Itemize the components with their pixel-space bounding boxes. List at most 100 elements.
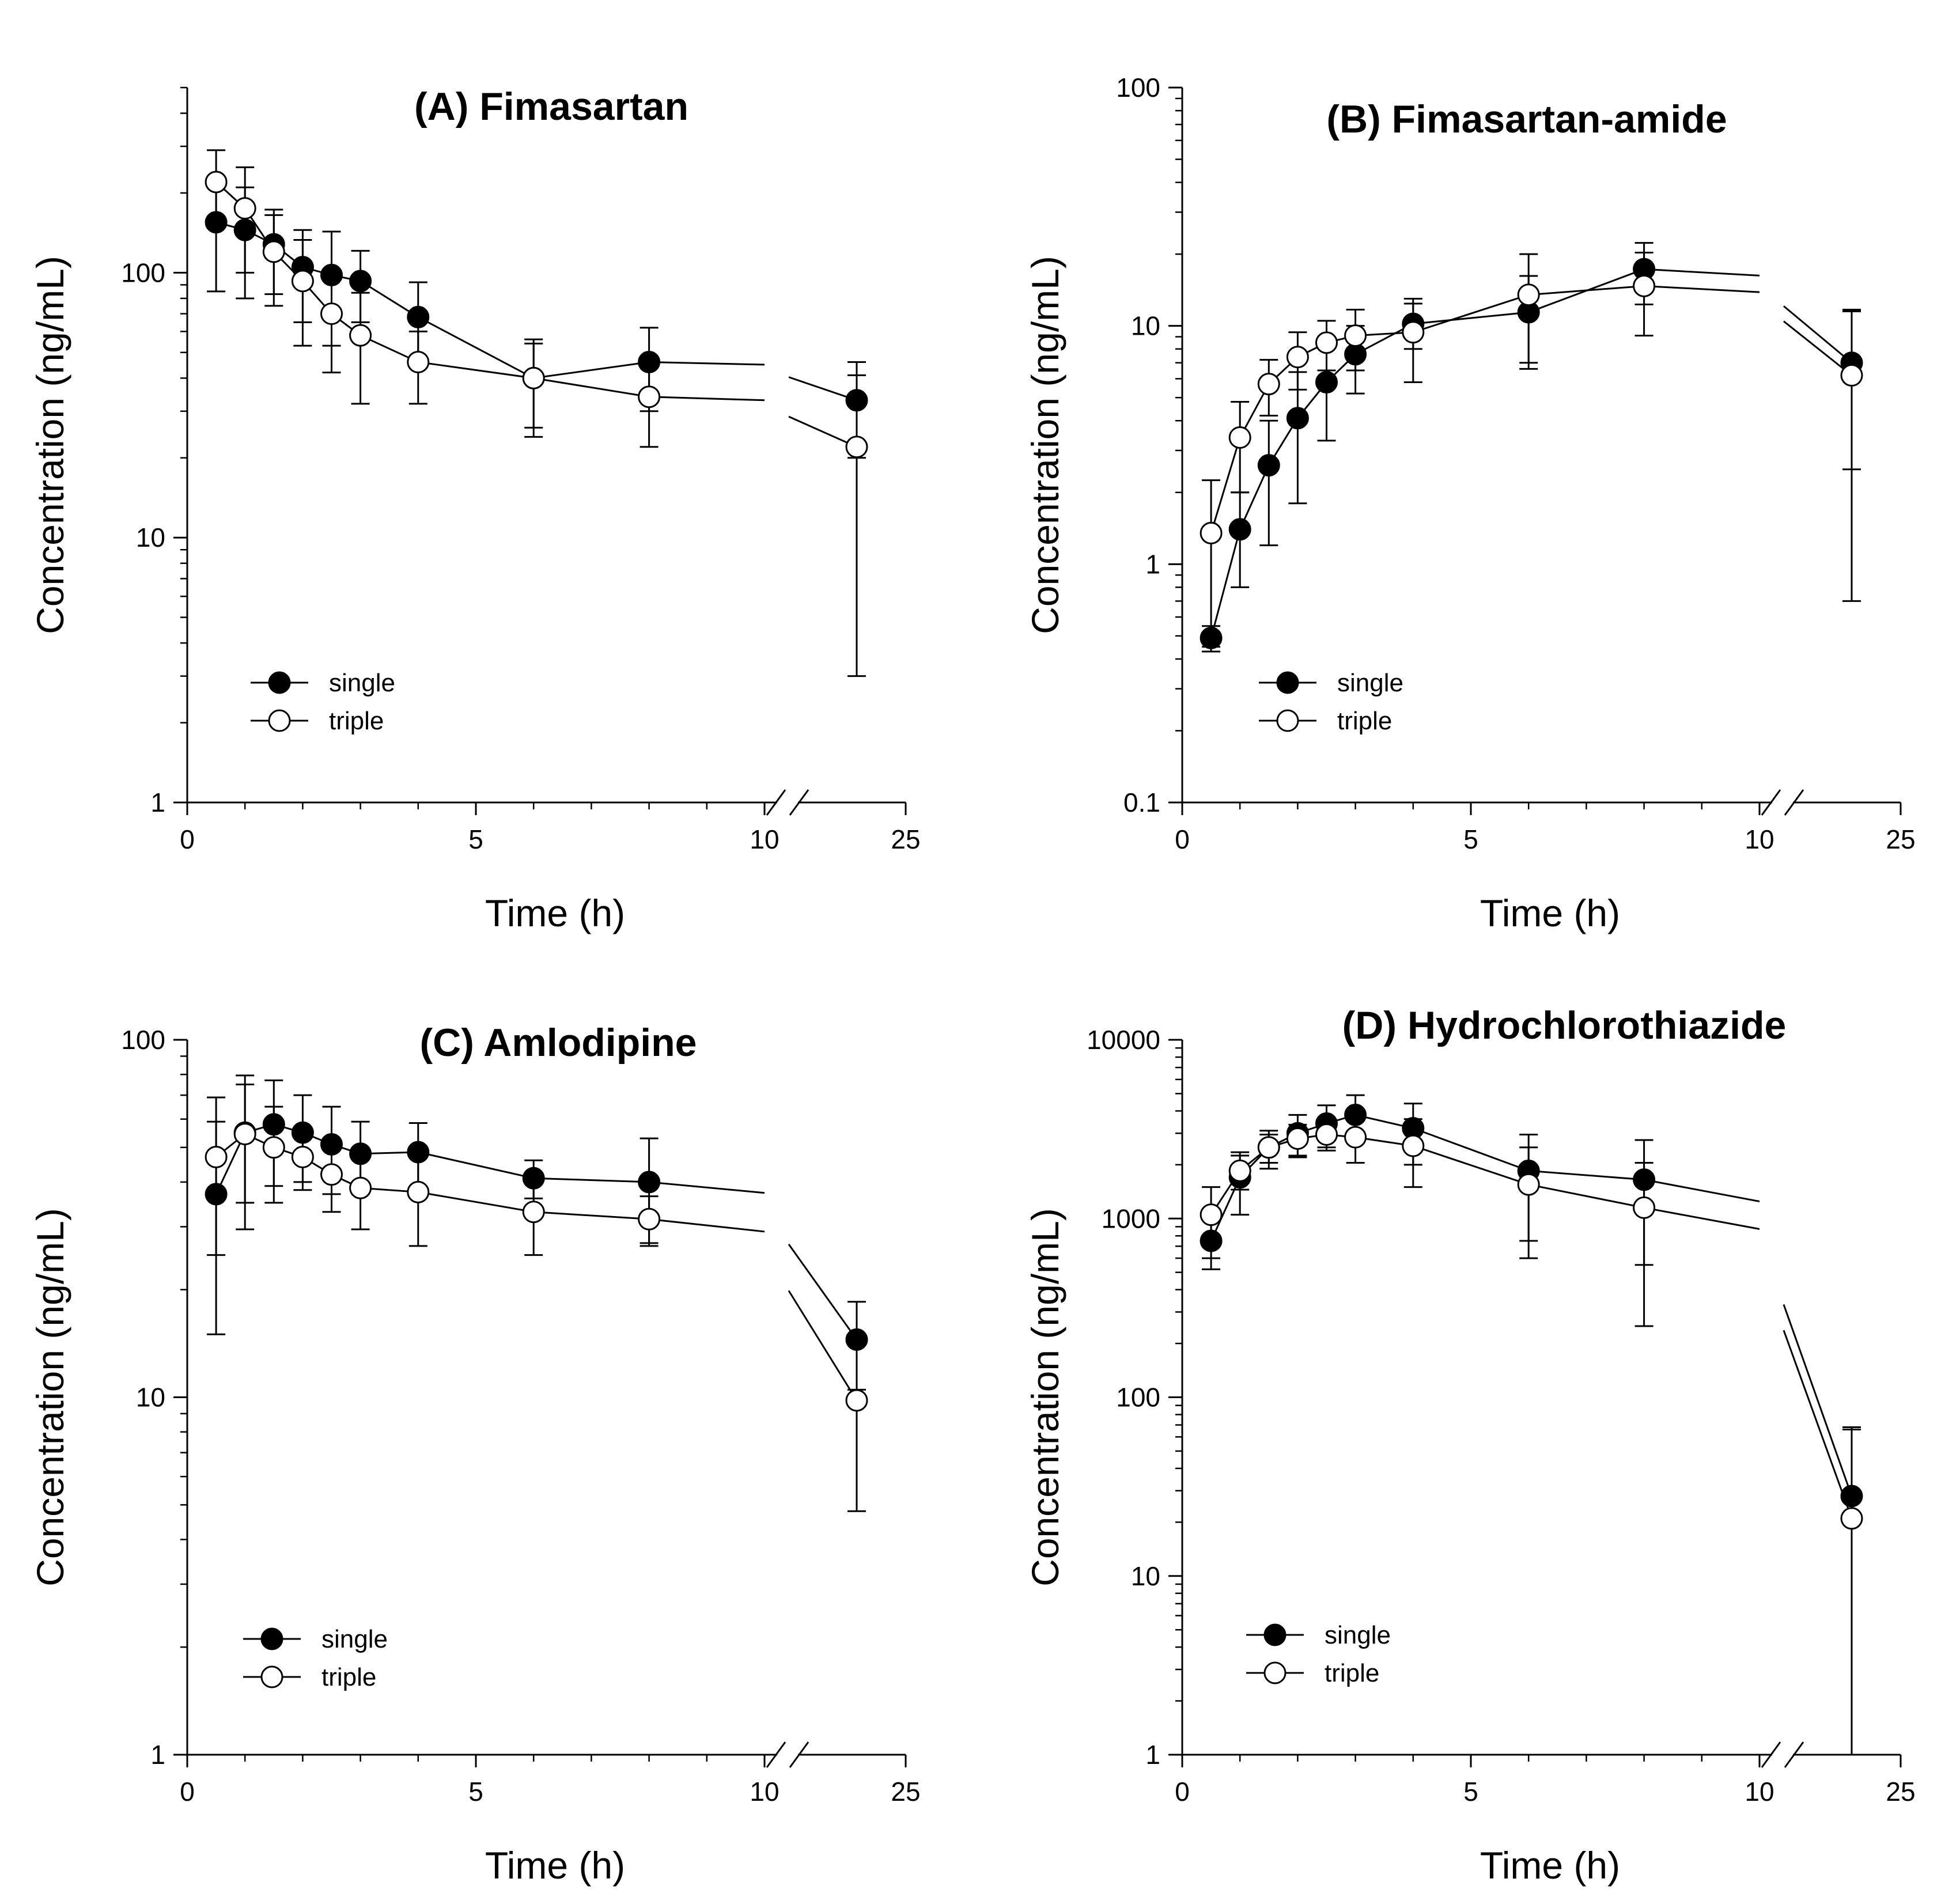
series-line-after-break	[1783, 1330, 1853, 1519]
series-triple	[205, 1074, 868, 1512]
x-axis-title: Time (h)	[1480, 1844, 1620, 1887]
x-axis-break-gap	[777, 800, 798, 805]
data-point-open	[1633, 1196, 1656, 1219]
series-triple	[1200, 1117, 1863, 1756]
x-tick-label: 0	[1175, 1777, 1190, 1807]
x-axis-break-mark	[766, 1741, 786, 1768]
y-axis-title: Concentration (ng/mL)	[1024, 1208, 1066, 1586]
series-triple	[1200, 251, 1863, 648]
data-point-open	[845, 1389, 868, 1412]
data-point-open	[407, 1180, 430, 1203]
data-point-open	[1257, 1136, 1280, 1159]
data-point-open	[522, 366, 545, 389]
x-tick-label: 5	[1463, 1777, 1478, 1807]
data-point-open	[638, 385, 661, 408]
y-tick-label: 10	[136, 522, 165, 552]
y-tick-label: 1	[150, 787, 165, 817]
series-line-after-break	[1783, 320, 1852, 376]
data-point-open	[1257, 373, 1280, 396]
legend: single triple	[251, 669, 395, 735]
panel-a: 1 10 100 0 5 10 25 Time (h) Concentration (ng/mL…	[29, 85, 921, 934]
legend-marker	[1263, 1623, 1287, 1646]
series-line-after-break	[1783, 1304, 1853, 1497]
x-axis-break-mark	[1784, 789, 1804, 816]
y-tick-label: 10	[136, 1383, 165, 1413]
panel-c: 1 10 100 0 5 10 25 Time (h) Concentration (ng/mL…	[29, 1021, 921, 1887]
x-tick-label: 25	[1886, 1777, 1915, 1807]
data-point-open	[1315, 331, 1338, 354]
data-point-open	[1840, 1507, 1863, 1530]
panel-title: (A) Fimasartan	[414, 85, 688, 128]
legend: single triple	[1259, 669, 1403, 735]
legend: single triple	[1246, 1621, 1391, 1687]
data-point-filled	[1286, 407, 1309, 430]
data-point-open	[1517, 283, 1540, 306]
y-tick-label: 0.1	[1123, 787, 1160, 817]
y-tick-label: 1	[1145, 549, 1160, 579]
y-tick-label: 10	[1131, 1561, 1160, 1591]
x-axis-break-mark	[789, 789, 809, 816]
data-point-open	[262, 240, 285, 263]
legend: single triple	[243, 1625, 388, 1691]
series-line	[1210, 285, 1760, 533]
data-point-filled	[1315, 371, 1338, 394]
legend-label: single	[1325, 1621, 1391, 1649]
x-axis-break-mark	[1761, 1741, 1781, 1768]
x-axis-break-mark	[1784, 1741, 1804, 1768]
series-line	[215, 221, 765, 379]
series-line	[1210, 268, 1760, 638]
panel-b: 0.1 1 10 100 0 5 10 25 Time (h) Concentration (ng…	[1024, 73, 1916, 934]
y-tick-label: 1	[1145, 1740, 1160, 1770]
data-point-open	[205, 171, 228, 194]
data-point-open	[522, 1201, 545, 1224]
y-tick-label: 1	[150, 1740, 165, 1770]
x-tick-label: 10	[1745, 1777, 1774, 1807]
x-tick-label: 25	[891, 824, 920, 854]
series-single	[205, 178, 868, 459]
data-point-open	[1402, 1134, 1425, 1157]
x-tick-label: 5	[468, 824, 483, 854]
data-point-open	[349, 324, 372, 347]
legend-marker	[1263, 1661, 1287, 1684]
x-axis-break-gap	[1772, 1752, 1793, 1757]
x-axis-break-mark	[1761, 789, 1781, 816]
data-point-open	[1517, 1173, 1540, 1196]
data-point-open	[1200, 1203, 1223, 1226]
data-point-open	[1344, 1126, 1367, 1149]
legend-label: single	[329, 669, 395, 697]
data-point-open	[233, 197, 256, 220]
y-tick-label: 100	[121, 1025, 165, 1055]
data-point-open	[262, 1136, 285, 1159]
series-line-after-break	[788, 415, 857, 448]
legend-marker	[260, 1627, 283, 1650]
x-axis-break-mark	[789, 1741, 809, 1768]
legend-marker	[1276, 709, 1299, 732]
data-point-open	[1286, 346, 1309, 369]
data-point-open	[291, 270, 314, 293]
data-point-open	[1200, 521, 1223, 544]
y-tick-label: 100	[121, 258, 165, 287]
x-tick-label: 0	[180, 1777, 195, 1807]
data-point-open	[320, 1163, 343, 1186]
legend-marker	[268, 671, 291, 694]
x-tick-label: 10	[750, 1777, 779, 1807]
data-point-filled	[638, 1171, 661, 1194]
series-line	[215, 181, 765, 402]
x-tick-label: 25	[1886, 824, 1915, 854]
data-point-open	[1286, 1127, 1309, 1150]
data-point-open	[349, 1176, 372, 1199]
legend-marker	[1276, 671, 1299, 694]
y-tick-label: 10	[1131, 311, 1160, 341]
data-point-open	[233, 1123, 256, 1146]
legend-marker	[268, 709, 291, 732]
legend-label: triple	[321, 1663, 376, 1691]
x-axis-title: Time (h)	[485, 892, 625, 934]
data-point-open	[1633, 274, 1656, 297]
series-line	[215, 1123, 765, 1195]
x-axis-break-gap	[1772, 800, 1793, 805]
data-point-open	[320, 302, 343, 325]
series-line-after-break	[788, 1290, 858, 1401]
y-tick-label: 10000	[1087, 1025, 1160, 1055]
y-axis-title: Concentration (ng/mL)	[1024, 256, 1066, 634]
